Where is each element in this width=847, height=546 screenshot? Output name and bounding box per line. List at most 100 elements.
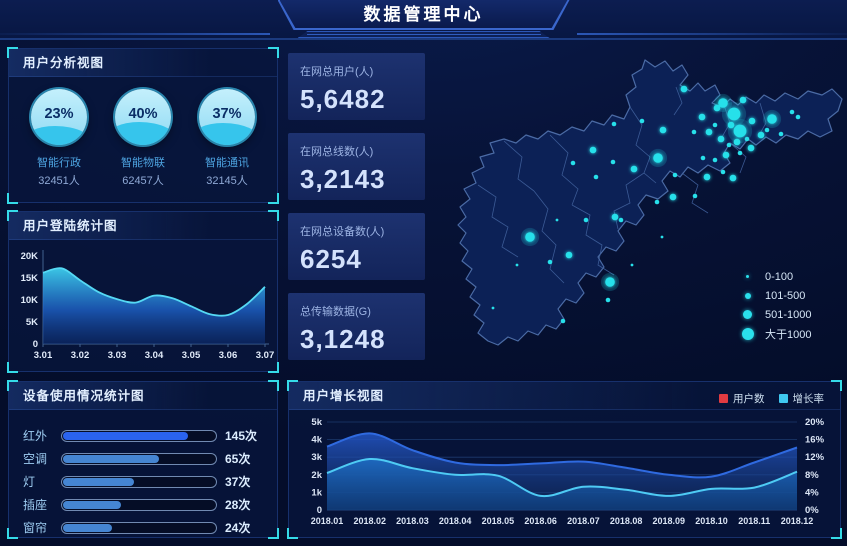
stat-value: 3,2143 bbox=[300, 164, 386, 194]
corner-accent bbox=[7, 528, 18, 539]
corner-accent bbox=[268, 380, 279, 391]
svg-text:5K: 5K bbox=[26, 317, 38, 328]
corner-accent bbox=[268, 362, 279, 373]
legend-item-users[interactable]: 用户数 bbox=[719, 391, 765, 406]
gauge-count: 62457人 bbox=[122, 175, 164, 187]
gauge-percent: 40% bbox=[128, 106, 158, 122]
corner-accent bbox=[7, 193, 18, 204]
device-value: 24次 bbox=[225, 521, 251, 535]
corner-accent bbox=[7, 362, 18, 373]
device-value: 65次 bbox=[225, 452, 251, 466]
legend-item: 0-100 bbox=[742, 267, 812, 286]
gauge-percent: 23% bbox=[44, 106, 74, 122]
stat-card-online-users: 在网总用户(人) 5,6482 bbox=[288, 53, 425, 120]
device-track bbox=[61, 521, 217, 534]
growth-dual-axis-chart[interactable]: 0 1k 2k 3k 4k 5k 0% 4% 8% 12% 16% 20% 2018.01 2018.02… bbox=[293, 412, 838, 536]
svg-text:2018.05: 2018.05 bbox=[482, 516, 515, 526]
device-row: 窗帘 24次 bbox=[23, 516, 263, 539]
top-bar: 数据管理中心 bbox=[0, 0, 847, 40]
svg-text:2018.09: 2018.09 bbox=[653, 516, 686, 526]
panel-title: 用户登陆统计图 bbox=[9, 212, 277, 240]
svg-text:3.06: 3.06 bbox=[219, 350, 238, 361]
svg-text:2018.12: 2018.12 bbox=[781, 516, 814, 526]
device-row: 红外 145次 bbox=[23, 424, 263, 447]
device-bar-chart[interactable]: 红外 145次 空调 65次 灯 37次 插座 28次 窗帘 bbox=[9, 410, 277, 539]
device-label: 窗帘 bbox=[23, 521, 48, 535]
legend-item: 501-1000 bbox=[742, 305, 812, 324]
svg-text:3.04: 3.04 bbox=[145, 350, 164, 361]
svg-text:4%: 4% bbox=[805, 487, 819, 498]
stat-value: 6254 bbox=[300, 244, 362, 274]
legend-label: 0-100 bbox=[765, 270, 794, 283]
corner-accent bbox=[268, 528, 279, 539]
device-value: 145次 bbox=[225, 429, 258, 443]
svg-text:3.05: 3.05 bbox=[182, 350, 201, 361]
device-label: 红外 bbox=[23, 429, 48, 443]
svg-text:2018.03: 2018.03 bbox=[396, 516, 429, 526]
device-bar bbox=[63, 523, 112, 532]
liquid-gauge[interactable]: 23% 智能行政 32451人 bbox=[19, 89, 99, 188]
legend-label: 101-500 bbox=[765, 289, 806, 302]
svg-text:0: 0 bbox=[33, 339, 38, 350]
dot-size-icon bbox=[746, 275, 749, 278]
legend-label: 大于1000 bbox=[765, 328, 812, 341]
svg-text:2018.02: 2018.02 bbox=[353, 516, 386, 526]
svg-text:1k: 1k bbox=[311, 487, 322, 498]
dot-size-icon bbox=[742, 327, 754, 340]
svg-text:4k: 4k bbox=[311, 435, 322, 446]
svg-text:15K: 15K bbox=[21, 273, 39, 284]
svg-text:2k: 2k bbox=[311, 470, 322, 481]
panel-user-analysis: 用户分析视图 23% 智能行政 32451人 40% 智能物联 62457人 bbox=[7, 47, 279, 204]
panel-title: 用户分析视图 bbox=[9, 49, 277, 77]
corner-accent bbox=[831, 528, 842, 539]
device-value: 37次 bbox=[225, 475, 251, 489]
gauge-water bbox=[199, 122, 255, 145]
gauge-label: 智能通讯 bbox=[205, 157, 249, 169]
liquid-gauge[interactable]: 37% 智能通讯 32145人 bbox=[187, 89, 267, 188]
login-area-chart[interactable]: 0 5K 10K 15K 20K 3.01 3.02 3.03 3.04 3.05 3.06 3.07 bbox=[13, 244, 275, 372]
device-bar bbox=[63, 454, 159, 463]
stat-label: 在网总用户(人) bbox=[300, 66, 374, 78]
stat-label: 在网总线数(人) bbox=[300, 146, 374, 158]
svg-text:2018.04: 2018.04 bbox=[439, 516, 472, 526]
svg-text:2018.07: 2018.07 bbox=[567, 516, 600, 526]
login-axes: 0 5K 10K 15K 20K 3.01 3.02 3.03 3.04 3.05 3.06 3.07 bbox=[21, 250, 275, 361]
svg-text:20K: 20K bbox=[21, 251, 39, 262]
corner-accent bbox=[831, 380, 842, 391]
device-label: 插座 bbox=[23, 498, 48, 512]
svg-text:3k: 3k bbox=[311, 452, 322, 463]
legend-swatch bbox=[778, 394, 788, 403]
dot-size-icon bbox=[745, 292, 751, 299]
device-track bbox=[61, 498, 217, 511]
panel-title: 设备使用情况统计图 bbox=[9, 382, 277, 410]
map-size-legend: 0-100 101-500 501-1000 大于1000 bbox=[742, 267, 812, 343]
svg-text:16%: 16% bbox=[805, 435, 825, 446]
corner-accent bbox=[7, 47, 18, 58]
province-map[interactable] bbox=[430, 45, 845, 375]
legend-item-growth-rate[interactable]: 增长率 bbox=[778, 391, 824, 406]
corner-accent bbox=[7, 380, 18, 391]
gauge-row: 23% 智能行政 32451人 40% 智能物联 62457人 37% 智能通讯 bbox=[9, 77, 277, 188]
title-underline-decoration bbox=[298, 31, 550, 38]
panel-login-stats: 用户登陆统计图 0 5K 10K 15K 20K 3.01 3.02 3.03 3.04 3.05… bbox=[7, 210, 279, 373]
legend-item: 大于1000 bbox=[742, 324, 812, 343]
svg-text:2018.10: 2018.10 bbox=[695, 516, 728, 526]
svg-text:12%: 12% bbox=[805, 452, 825, 463]
device-value: 28次 bbox=[225, 498, 251, 512]
svg-text:20%: 20% bbox=[805, 417, 825, 428]
svg-text:8%: 8% bbox=[805, 470, 819, 481]
svg-text:0: 0 bbox=[317, 505, 322, 516]
corner-accent bbox=[287, 380, 298, 391]
svg-text:3.07: 3.07 bbox=[256, 350, 275, 361]
device-row: 空调 65次 bbox=[23, 447, 263, 470]
device-track bbox=[61, 452, 217, 465]
svg-text:3.02: 3.02 bbox=[71, 350, 90, 361]
liquid-gauge[interactable]: 40% 智能物联 62457人 bbox=[103, 89, 183, 188]
svg-text:0%: 0% bbox=[805, 505, 819, 516]
svg-text:5k: 5k bbox=[311, 417, 322, 428]
gauge-count: 32451人 bbox=[38, 175, 80, 187]
device-row: 插座 28次 bbox=[23, 493, 263, 516]
svg-text:10K: 10K bbox=[21, 295, 39, 306]
svg-text:2018.08: 2018.08 bbox=[610, 516, 643, 526]
